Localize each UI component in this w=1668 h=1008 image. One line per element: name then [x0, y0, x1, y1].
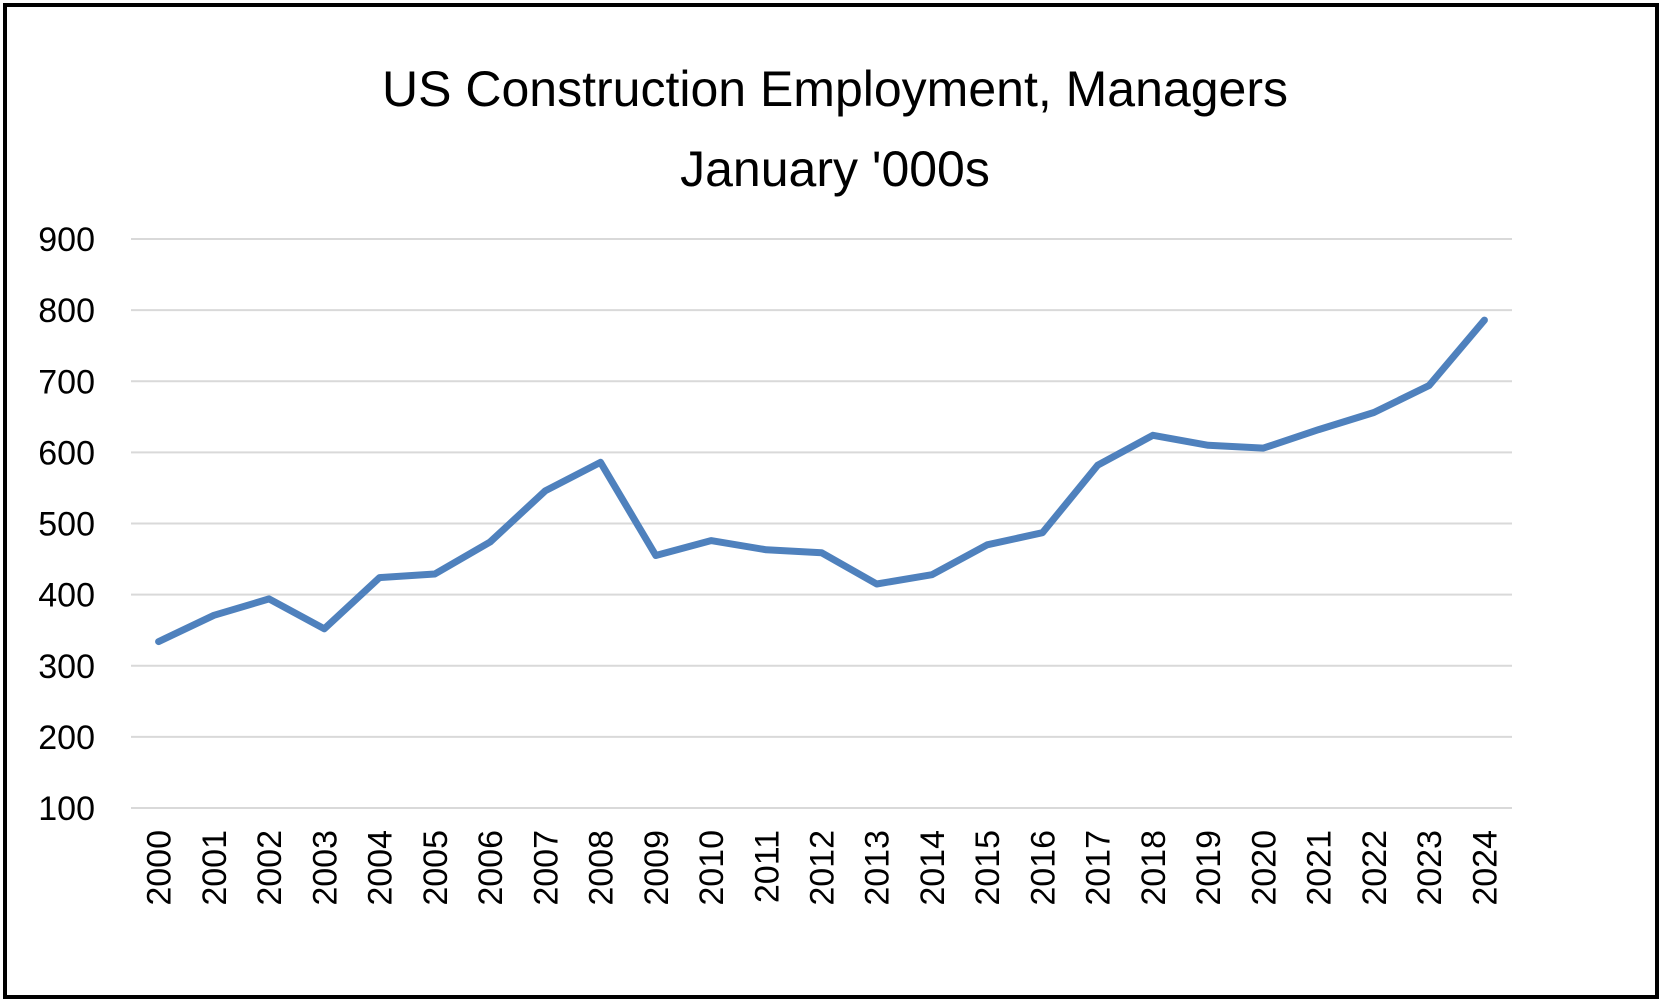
- x-tick-label: 2016: [1024, 830, 1062, 906]
- x-tick-label: 2014: [914, 830, 952, 906]
- x-tick-label: 2023: [1411, 830, 1449, 906]
- x-tick-label: 2008: [583, 830, 621, 906]
- x-tick-label: 2020: [1245, 830, 1283, 906]
- x-tick-label: 2011: [748, 830, 786, 903]
- x-tick-label: 2009: [638, 830, 676, 906]
- x-tick-label: 2005: [417, 830, 455, 906]
- y-tick-label: 400: [38, 577, 95, 615]
- x-tick-label: 2022: [1356, 830, 1394, 906]
- chart-subtitle: January '000s: [680, 141, 990, 197]
- x-tick-label: 2015: [969, 830, 1007, 906]
- chart-frame: US Construction Employment, Managers Jan…: [3, 3, 1659, 999]
- x-tick-label: 2010: [693, 830, 731, 906]
- x-axis-ticks: 2000 2001 2002 2003 2004 2005 2006 2007 2008 2009…: [141, 830, 1505, 906]
- y-tick-label: 900: [38, 221, 95, 259]
- x-tick-label: 2017: [1080, 830, 1118, 906]
- y-tick-label: 200: [38, 719, 95, 757]
- x-tick-label: 2002: [251, 830, 289, 906]
- y-tick-label: 700: [38, 363, 95, 401]
- x-tick-label: 2003: [306, 830, 344, 906]
- series-group: [155, 316, 1488, 646]
- x-tick-label: 2000: [141, 830, 179, 906]
- y-tick-label: 500: [38, 506, 95, 544]
- chart-title: US Construction Employment, Managers: [382, 61, 1288, 117]
- x-tick-label: 2013: [859, 830, 897, 906]
- x-tick-label: 2001: [196, 830, 234, 906]
- x-tick-label: 2004: [362, 830, 400, 906]
- x-tick-label: 2018: [1135, 830, 1173, 906]
- series-line: [155, 316, 1488, 646]
- x-tick-label: 2006: [472, 830, 510, 906]
- x-tick-label: 2019: [1190, 830, 1228, 906]
- x-tick-label: 2024: [1466, 830, 1504, 906]
- x-tick-label: 2012: [804, 830, 842, 906]
- y-tick-label: 600: [38, 434, 95, 472]
- gridlines: [131, 238, 1512, 809]
- line-chart: 100 200 300 400 500 600 700 800 900 2000 2001 2002…: [38, 221, 1512, 906]
- x-tick-label: 2007: [527, 830, 565, 906]
- y-tick-label: 300: [38, 648, 95, 686]
- y-axis-ticks: 100 200 300 400 500 600 700 800 900: [38, 221, 95, 828]
- y-tick-label: 100: [38, 790, 95, 828]
- y-tick-label: 800: [38, 292, 95, 330]
- x-tick-label: 2021: [1301, 830, 1339, 906]
